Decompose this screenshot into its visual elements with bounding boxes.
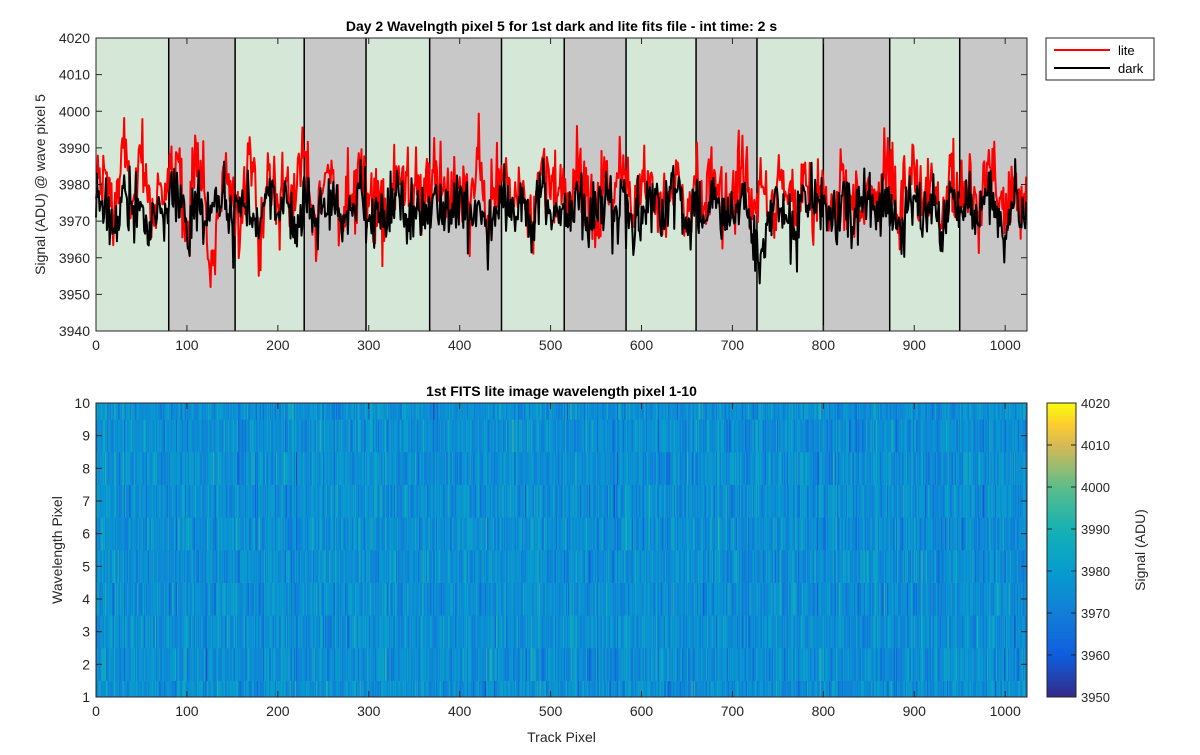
y-tick-label: 3950 <box>59 286 90 302</box>
y-tick-label: 4000 <box>59 103 90 119</box>
legend-label-dark: dark <box>1118 61 1144 76</box>
legend-label-lite: lite <box>1118 43 1135 58</box>
heatmap-cells <box>96 403 1027 697</box>
y-tick-label: 3940 <box>59 323 90 339</box>
x-tick-label: 0 <box>92 337 100 353</box>
x-tick-label: 100 <box>175 337 199 353</box>
top-chart-title: Day 2 Wavelngth pixel 5 for 1st dark and… <box>346 18 777 34</box>
y-tick-label: 3990 <box>59 140 90 156</box>
top-y-axis-label: Signal (ADU) @ wave pixel 5 <box>32 94 48 275</box>
x-tick-label: 800 <box>812 337 836 353</box>
x-tick-label: 500 <box>539 337 563 353</box>
x-tick-label: 1000 <box>990 337 1021 353</box>
x-tick-label: 900 <box>903 337 927 353</box>
x-tick-label: 200 <box>266 337 290 353</box>
x-tick-label: 700 <box>721 337 745 353</box>
legend: lite dark <box>1046 38 1154 80</box>
y-tick-label: 3960 <box>59 250 90 266</box>
y-tick-label: 3970 <box>59 213 90 229</box>
x-tick-label: 400 <box>448 337 472 353</box>
y-tick-label: 4020 <box>59 30 90 46</box>
y-tick-label: 3980 <box>59 177 90 193</box>
x-tick-label: 600 <box>630 337 654 353</box>
x-tick-label: 300 <box>357 337 381 353</box>
line-chart: 0 100 200 300 400 500 600 700 800 900 1000 3940 395… <box>32 18 1154 353</box>
y-tick-label: 4010 <box>59 67 90 83</box>
